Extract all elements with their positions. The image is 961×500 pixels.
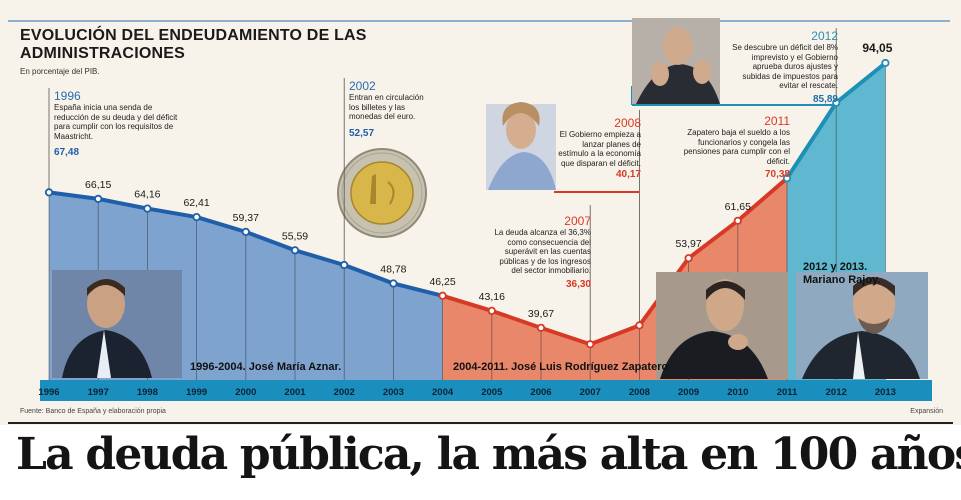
annotation-value: 40,17	[615, 169, 641, 180]
annotation-year: 2002	[349, 79, 376, 93]
x-tick-label: 2001	[284, 387, 306, 398]
aznar-portrait	[52, 270, 182, 378]
data-label: 94,05	[862, 41, 892, 55]
top-rule	[700, 20, 950, 22]
annotation-value: 52,57	[349, 127, 375, 139]
x-tick-label: 2002	[334, 387, 355, 398]
x-tick-label: 2011	[777, 387, 798, 398]
headline: La deuda pública, la más alta en 100 año…	[16, 429, 961, 480]
data-labels: 66,15 64,16 62,41 59,37 55,59 48,78 46,25 43,16…	[85, 41, 893, 320]
x-tick-label: 2000	[235, 387, 256, 398]
annotation-text: La deuda alcanza el 36,3% como consecuen…	[494, 228, 591, 275]
annotation-year: 2011	[764, 114, 790, 128]
x-tick-label: 1998	[137, 387, 158, 398]
data-point	[684, 254, 693, 263]
x-tick-label: 2003	[383, 387, 404, 398]
data-points	[44, 58, 890, 349]
data-point	[143, 204, 152, 213]
annotation-value: 70,38	[764, 169, 790, 180]
annotation-2007: 2007 La deuda alcanza el 36,3% como cons…	[490, 215, 591, 291]
annotation-year: 1996	[54, 89, 81, 103]
headline-rule	[8, 422, 953, 424]
chart-title: EVOLUCIÓN DEL ENDEUDAMIENTO DE LAS ADMIN…	[20, 27, 367, 62]
data-point	[438, 291, 447, 300]
annotation-2011: 2011 Zapatero baja el sueldo a los funci…	[668, 115, 790, 181]
data-label: 61,65	[725, 201, 751, 213]
era-label-zapatero: 2004-2011. José Luis Rodríguez Zapatero	[453, 361, 669, 373]
rajoy-portrait	[796, 272, 928, 379]
data-label: 59,37	[233, 212, 259, 224]
chart-plot: 66,15 64,16 62,41 59,37 55,59 48,78 46,25 43,16…	[38, 18, 932, 401]
annotation-text: Entran en circulación los billetes y las…	[349, 93, 424, 121]
publication-brand: Expansión	[910, 408, 943, 415]
data-point	[290, 246, 300, 255]
data-label: 48,78	[380, 263, 406, 275]
annotation-year: 2007	[564, 214, 591, 228]
annotation-2012: 2012 Se descubre un déficit del 8% impre…	[724, 30, 838, 106]
annotation-year: 2008	[614, 116, 641, 130]
x-tick-label: 2004	[432, 387, 454, 398]
annotation-text: Zapatero baja el sueldo a los funcionari…	[683, 128, 790, 166]
data-point	[832, 98, 841, 107]
data-label: 53,97	[675, 238, 701, 250]
euro-coin-illustration	[337, 148, 427, 238]
annotation-value: 36,30	[565, 278, 591, 290]
source-note: Fuente: Banco de España y elaboración pr…	[20, 408, 166, 415]
annotation-2008: 2008 El Gobierno empieza a lanzar planes…	[558, 117, 641, 181]
data-point	[389, 279, 398, 288]
data-point	[192, 212, 201, 222]
data-point	[340, 260, 349, 270]
zapatero-portrait	[656, 272, 788, 379]
era-label-rajoy: 2012 y 2013. Mariano Rajoy.	[803, 261, 881, 286]
annotation-text: España inicia una senda de reducción de …	[54, 103, 178, 141]
chart-subtitle: En porcentaje del PIB.	[20, 67, 100, 76]
data-label: 43,16	[479, 291, 505, 303]
data-label: 62,41	[183, 197, 209, 209]
data-point	[782, 174, 792, 183]
x-tick-label: 2005	[481, 387, 503, 398]
line-zapatero	[442, 176, 789, 347]
annotation-text: Se descubre un déficit del 8% imprevisto…	[732, 43, 838, 90]
data-point	[44, 188, 54, 197]
top-rule	[8, 20, 663, 22]
x-tick-label: 2009	[678, 387, 699, 398]
x-axis-band: 1996 1997 1998 1999 2000 2001 2002 2003 2004 2005…	[38, 380, 932, 401]
x-tick-label: 1997	[88, 387, 109, 398]
data-label: 55,59	[282, 230, 308, 242]
x-tick-label: 2013	[875, 387, 896, 398]
data-label: 64,16	[134, 189, 160, 201]
data-point	[536, 323, 546, 332]
annotation-text: El Gobierno empieza a lanzar planes de e…	[558, 130, 641, 168]
x-tick-label: 2006	[530, 387, 551, 398]
x-tick-label: 2008	[629, 387, 650, 398]
data-point	[733, 216, 742, 225]
data-point	[94, 194, 103, 203]
annotation-value: 67,48	[54, 147, 80, 158]
annotation-value: 85,89	[812, 93, 838, 105]
data-label: 66,15	[85, 179, 111, 191]
era-label-aznar: 1996-2004. José María Aznar.	[190, 361, 342, 373]
annotation-1996: 1996 España inicia una senda de reducció…	[54, 90, 184, 159]
annotation-leaders	[48, 28, 837, 345]
x-tick-label: 1996	[38, 387, 59, 398]
x-tick-label: 2012	[826, 387, 847, 398]
salgado-portrait	[486, 102, 556, 190]
data-point	[881, 58, 890, 68]
x-tick-label: 2010	[727, 387, 748, 398]
x-axis-background	[40, 380, 932, 401]
data-point	[586, 340, 595, 349]
annotation-year: 2012	[811, 29, 838, 43]
x-tick-label: 2007	[580, 387, 601, 398]
montoro-portrait	[632, 18, 720, 104]
data-label: 46,25	[429, 276, 455, 288]
data-point	[635, 321, 644, 330]
x-tick-label: 1999	[186, 387, 207, 398]
data-point	[241, 227, 250, 236]
data-label: 39,67	[528, 308, 554, 320]
data-point	[487, 306, 496, 315]
annotation-2002: 2002 Entran en circulación los billetes …	[349, 80, 429, 140]
